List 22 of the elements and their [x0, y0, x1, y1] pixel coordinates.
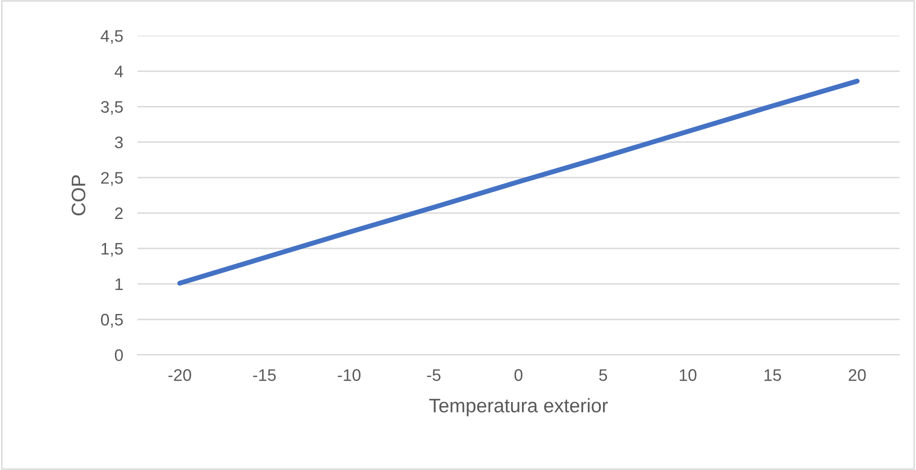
y-tick-label: 2	[115, 207, 123, 220]
x-tick-label: -20	[168, 369, 192, 381]
x-tick-label: 10	[680, 369, 696, 381]
y-tick-label: 0,5	[100, 314, 123, 328]
y-tick-label: 3,5	[100, 101, 123, 115]
y-tick-label: 4,5	[100, 30, 123, 44]
x-tick-label: 0	[514, 369, 522, 381]
y-tick-label: 4	[114, 66, 124, 78]
y-tick-label: 2,5	[101, 172, 123, 186]
line-series	[177, 78, 860, 286]
x-tick-label: 15	[764, 369, 782, 381]
x-tick-label: -10	[338, 369, 360, 381]
x-axis-title: Temperatura exterior	[429, 398, 608, 416]
x-tick-label: -5	[427, 369, 440, 381]
y-tick-label: 1	[116, 278, 123, 290]
x-tick-label: 20	[848, 369, 866, 381]
y-axis-title: COP	[72, 175, 86, 216]
x-tick-label: 5	[599, 369, 608, 381]
y-tick-label: 1,5	[102, 243, 123, 257]
x-tick-label: -15	[253, 369, 276, 381]
y-tick-label: 0	[114, 349, 123, 362]
y-tick-label: 3	[114, 136, 123, 148]
